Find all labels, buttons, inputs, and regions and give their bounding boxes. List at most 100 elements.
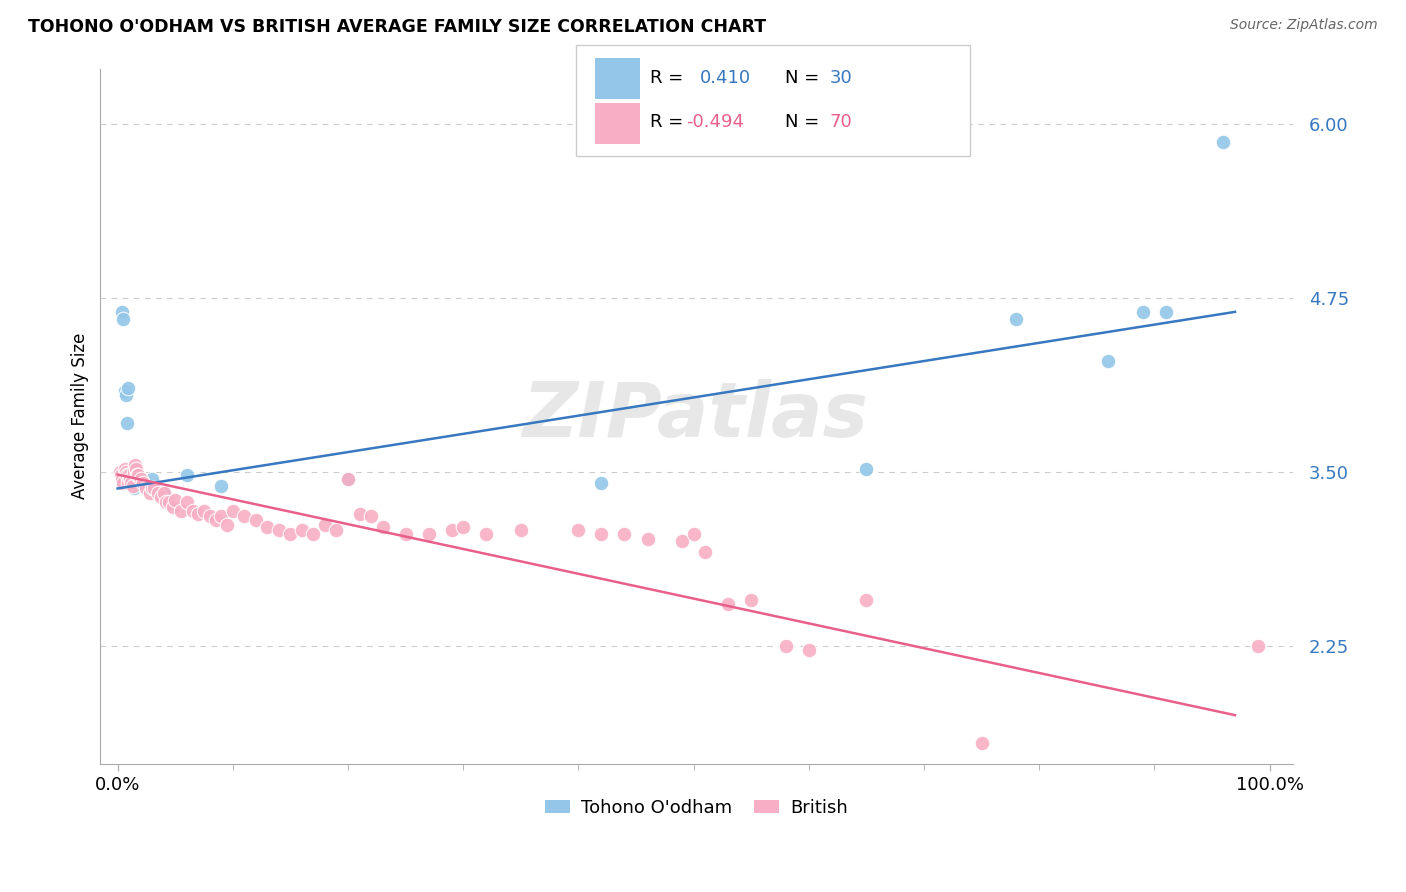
Text: R =: R = [650, 69, 683, 87]
Point [150, 490, 173, 504]
Point [127, 472, 149, 486]
Text: 30: 30 [830, 69, 852, 87]
Point [740, 592, 762, 607]
Point [114, 462, 136, 476]
Text: TOHONO O'ODHAM VS BRITISH AVERAGE FAMILY SIZE CORRELATION CHART: TOHONO O'ODHAM VS BRITISH AVERAGE FAMILY… [28, 18, 766, 36]
Point [855, 592, 877, 607]
Point [418, 527, 440, 541]
Point [118, 465, 141, 479]
Point [797, 642, 820, 657]
Point [155, 495, 177, 509]
Y-axis label: Average Family Size: Average Family Size [72, 333, 89, 500]
Point [114, 384, 136, 398]
Point [1005, 311, 1028, 326]
Point [122, 482, 145, 496]
Text: 70: 70 [830, 113, 852, 131]
Point [291, 523, 314, 537]
Point [108, 467, 131, 482]
Point [325, 523, 347, 537]
Point [159, 495, 181, 509]
Point [120, 475, 142, 490]
Point [1154, 305, 1177, 319]
Point [124, 467, 146, 482]
Point [233, 509, 256, 524]
Point [215, 517, 238, 532]
Point [775, 639, 797, 653]
Point [111, 472, 134, 486]
Text: R =: R = [650, 113, 683, 131]
Point [152, 485, 174, 500]
Point [141, 482, 163, 496]
Point [209, 509, 232, 524]
Point [1212, 135, 1234, 149]
Point [127, 467, 149, 482]
Point [591, 527, 613, 541]
Point [115, 416, 138, 430]
Point [120, 462, 142, 476]
Point [125, 465, 148, 479]
Point [111, 305, 134, 319]
Point [198, 509, 221, 524]
Point [970, 736, 993, 750]
Text: N =: N = [785, 113, 818, 131]
Point [127, 467, 149, 482]
Point [112, 475, 135, 490]
Point [1247, 639, 1270, 653]
Point [717, 597, 740, 611]
Point [108, 465, 131, 479]
Point [222, 504, 245, 518]
Point [152, 485, 174, 500]
Point [451, 520, 474, 534]
Point [682, 527, 704, 541]
Point [117, 381, 139, 395]
Point [187, 507, 209, 521]
Point [475, 527, 498, 541]
Text: -0.494: -0.494 [686, 113, 744, 131]
Point [204, 513, 226, 527]
Point [139, 485, 162, 500]
Point [165, 492, 187, 507]
Point [135, 482, 157, 496]
Point [170, 504, 193, 518]
Point [245, 513, 267, 527]
Point [122, 465, 145, 479]
Point [118, 467, 141, 482]
Point [115, 467, 138, 482]
Point [371, 520, 394, 534]
Point [146, 485, 169, 500]
Point [124, 458, 146, 472]
Point [127, 467, 149, 482]
Point [135, 482, 157, 496]
Point [129, 475, 152, 490]
Point [114, 388, 136, 402]
Point [162, 500, 184, 514]
Point [360, 509, 382, 524]
Point [855, 462, 877, 476]
Point [637, 532, 659, 546]
Point [509, 523, 531, 537]
Text: Source: ZipAtlas.com: Source: ZipAtlas.com [1230, 18, 1378, 32]
Point [280, 527, 302, 541]
Point [141, 472, 163, 486]
Point [120, 472, 142, 486]
Point [337, 472, 360, 486]
Point [337, 472, 360, 486]
Point [117, 475, 139, 490]
Point [349, 507, 371, 521]
Text: 0.410: 0.410 [700, 69, 751, 87]
Point [440, 523, 463, 537]
Point [181, 504, 204, 518]
Point [394, 527, 416, 541]
Text: ZIPatlas: ZIPatlas [523, 379, 869, 453]
Point [591, 475, 613, 490]
Point [1132, 305, 1154, 319]
Point [110, 467, 132, 482]
Point [193, 504, 215, 518]
Point [1097, 353, 1119, 368]
Point [114, 465, 136, 479]
Point [121, 467, 143, 482]
Point [209, 479, 232, 493]
Point [176, 495, 198, 509]
Point [125, 462, 148, 476]
Point [256, 520, 278, 534]
